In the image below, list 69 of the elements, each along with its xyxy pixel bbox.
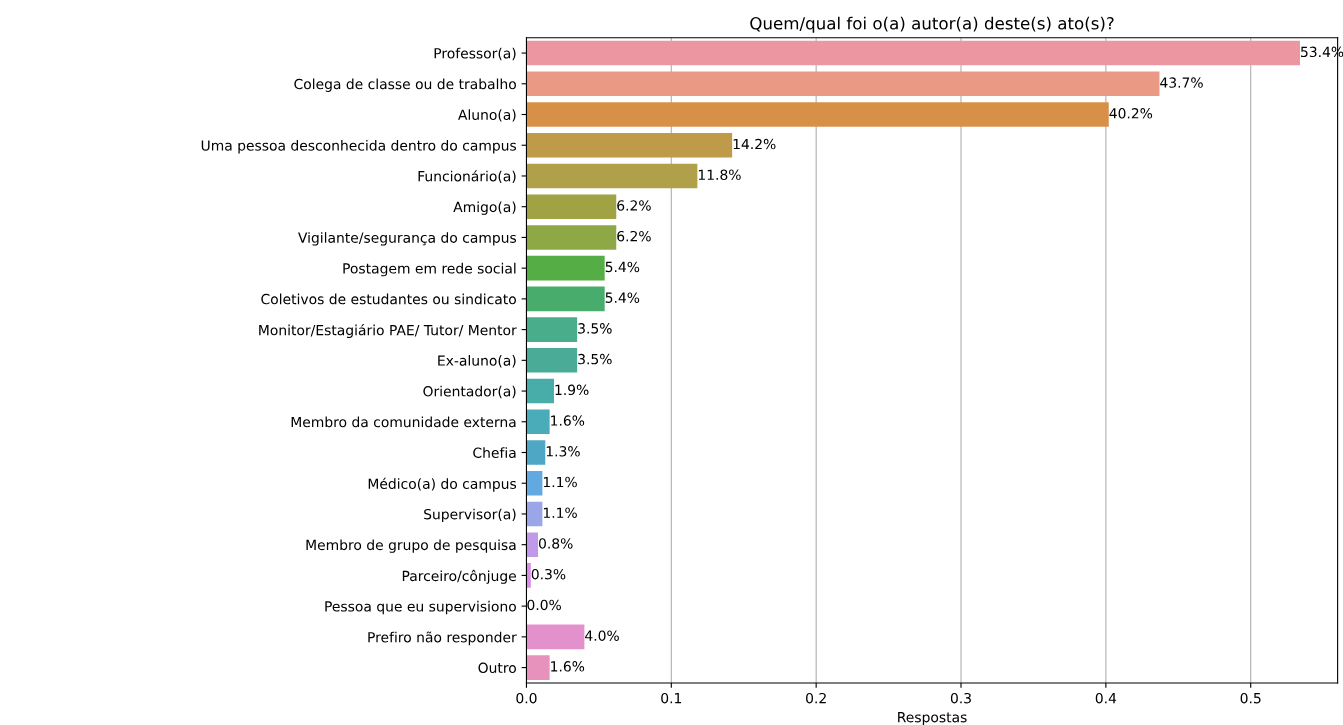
data-label: 40.2% — [1109, 108, 1153, 119]
y-tick-label: Professor(a) — [434, 47, 516, 61]
data-label: 43.7% — [1160, 77, 1203, 88]
data-label: 1.1% — [543, 507, 577, 518]
y-tick-label: Coletivos de estudantes ou sindicato — [261, 293, 516, 305]
x-tick-label: 0.3 — [950, 692, 971, 704]
y-tick-label: Funcionário(a) — [418, 170, 516, 184]
bar — [526, 501, 543, 527]
data-label: 1.1% — [543, 476, 577, 488]
data-label: 5.4% — [605, 261, 640, 273]
y-tick-label: Parceiro/cônjuge — [402, 569, 516, 584]
bar — [526, 194, 617, 219]
bar — [526, 624, 585, 650]
data-label: 0.0% — [527, 599, 561, 611]
data-label: 1.6% — [551, 415, 585, 426]
bar — [526, 317, 578, 342]
x-tick-label: 0.1 — [661, 692, 682, 704]
x-tick-label: 0.2 — [806, 692, 826, 704]
bar — [526, 225, 617, 250]
y-tick-label: Pessoa que eu supervisiono — [325, 600, 516, 615]
bar — [526, 348, 578, 373]
data-label: 5.4% — [605, 292, 640, 303]
bar — [526, 132, 733, 158]
x-tick-label: 0.4 — [1095, 692, 1117, 704]
y-tick-label: Prefiro não responder — [368, 631, 517, 646]
bar — [526, 286, 605, 312]
data-label: 11.8% — [698, 169, 741, 180]
y-tick-label: Vigilante/segurança do campus — [298, 232, 517, 246]
bar — [526, 71, 1160, 97]
y-tick-label: Orientador(a) — [423, 385, 516, 399]
data-label: 1.6% — [551, 661, 585, 672]
y-tick-label: Postagem em rede social — [343, 262, 516, 277]
x-axis-title: Respostas — [898, 712, 967, 725]
bar — [526, 655, 550, 680]
data-label: 0.3% — [531, 568, 566, 580]
y-tick-label: Outro — [478, 662, 516, 674]
y-tick-label: Chefia — [473, 447, 516, 458]
bar — [526, 409, 550, 435]
y-tick-label: Colega de classe ou de trabalho — [294, 78, 516, 92]
bar — [526, 40, 1300, 66]
y-tick-label: Membro de grupo de pesquisa — [306, 539, 516, 553]
data-label: 3.5% — [578, 353, 612, 365]
data-label: 1.3% — [546, 446, 580, 457]
x-tick-label: 0.0 — [516, 692, 537, 704]
y-tick-label: Médico(a) do campus — [368, 477, 517, 492]
y-tick-label: Uma pessoa desconhecida dentro do campus — [201, 139, 517, 154]
y-tick-label: Aluno(a) — [458, 109, 516, 122]
data-label: 6.2% — [617, 200, 651, 211]
bar — [526, 163, 698, 189]
y-tick-label: Ex-aluno(a) — [438, 355, 516, 368]
bar — [526, 378, 554, 404]
data-label: 6.2% — [617, 230, 651, 242]
bar — [526, 470, 543, 496]
y-tick-label: Membro da comunidade externa — [291, 416, 516, 428]
chart-title: Quem/qual foi o(a) autor(a) deste(s) ato(s)? — [750, 16, 1114, 33]
data-label: 1.9% — [555, 384, 589, 396]
bar — [526, 255, 605, 281]
data-label: 3.5% — [578, 323, 612, 334]
y-tick-label: Supervisor(a) — [424, 508, 516, 523]
data-label: 0.8% — [538, 538, 573, 549]
data-label: 4.0% — [585, 630, 619, 641]
y-tick-label: Amigo(a) — [453, 201, 516, 215]
bar — [526, 102, 1109, 127]
bar — [526, 440, 546, 465]
x-tick-label: 0.5 — [1240, 692, 1261, 704]
bar — [526, 563, 531, 588]
bar — [526, 532, 539, 557]
data-label: 14.2% — [733, 138, 776, 150]
y-tick-label: Monitor/Estagiário PAE/ Tutor/ Mentor — [259, 324, 517, 339]
